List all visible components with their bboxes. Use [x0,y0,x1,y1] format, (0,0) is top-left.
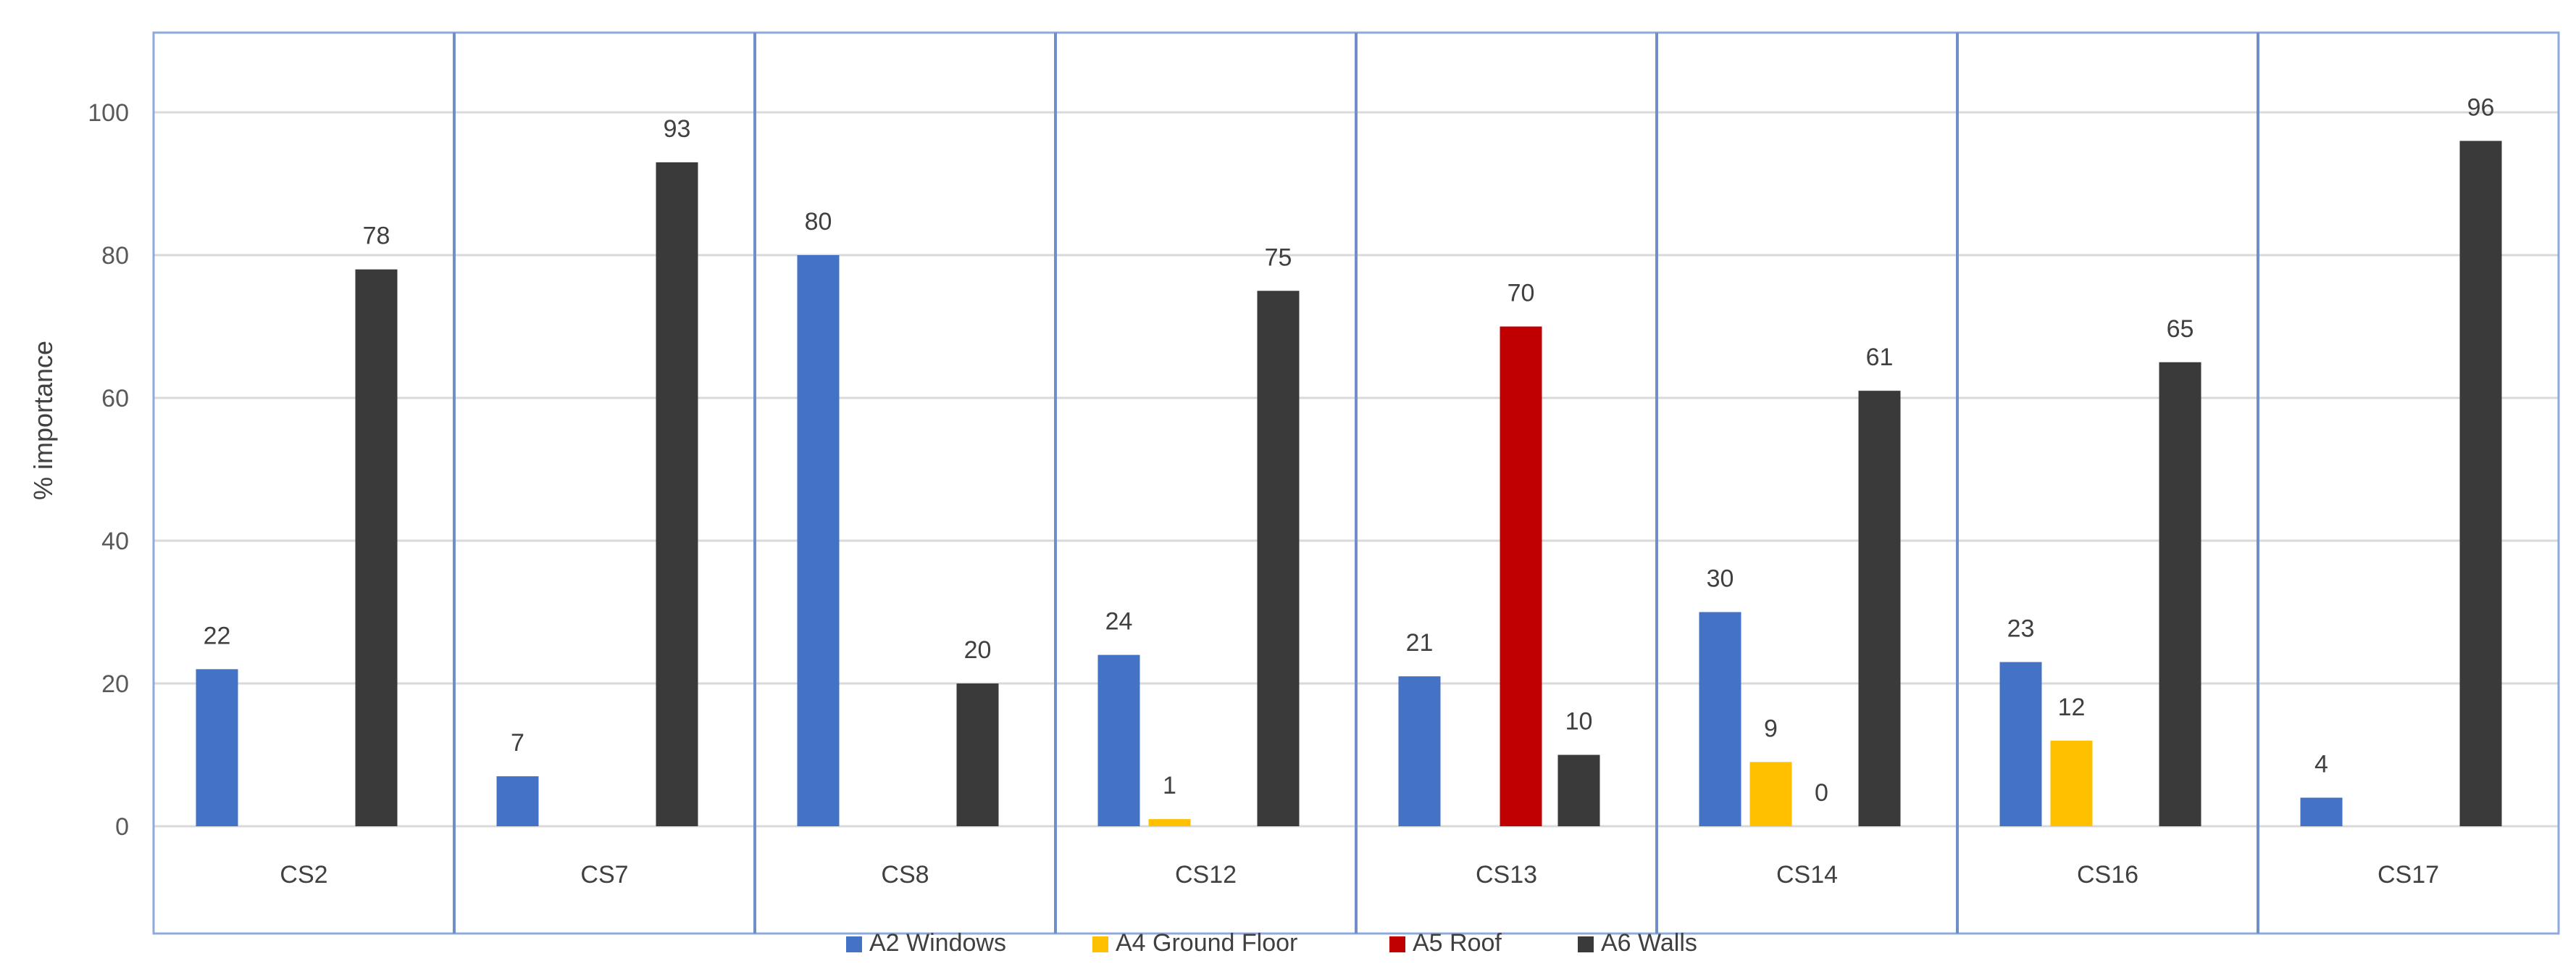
x-category-label: CS12 [1175,861,1237,889]
x-category-label: CS7 [580,861,628,889]
legend-label: A4 Ground Floor [1116,929,1297,957]
bar [1257,291,1300,826]
legend-swatch [1389,936,1405,952]
bar [1749,762,1792,826]
legend-swatch [1578,936,1594,952]
data-label: 30 [1707,565,1734,593]
bar [1858,391,1901,826]
bar [196,669,238,826]
bar [2459,141,2502,826]
legend-label: A5 Roof [1413,929,1502,957]
bar [1699,612,1741,826]
bar [1148,819,1191,826]
bar [355,269,398,826]
bar [1500,326,1542,826]
data-label: 9 [1764,715,1778,742]
x-category-label: CS13 [1476,861,1537,889]
y-tick-label: 60 [101,385,129,412]
bar [956,683,999,826]
bar [2300,797,2343,826]
x-category-label: CS17 [2378,861,2439,889]
bar [797,255,840,826]
y-tick-label: 0 [115,813,129,841]
bar [656,162,698,826]
bar [1097,654,1140,826]
data-label: 80 [805,208,832,236]
x-category-label: CS16 [2077,861,2138,889]
data-label: 21 [1406,629,1434,657]
y-tick-label: 40 [101,528,129,555]
data-label: 93 [664,115,691,143]
bars [196,141,2502,826]
data-label: 7 [511,729,524,757]
data-label: 0 [1815,779,1828,807]
legend-label: A6 Walls [1601,929,1697,957]
bar [1999,662,2042,826]
y-tick-label: 100 [88,99,129,127]
x-category-label: CS14 [1776,861,1838,889]
data-label: 22 [204,622,231,649]
legend: A2 Windows A4 Ground Floor A5 Roof A6 Walls [846,929,1697,957]
data-label: 1 [1163,772,1176,799]
bar [2050,740,2093,826]
bar [1398,676,1441,826]
y-tick-label: 20 [101,670,129,698]
bar [496,776,539,826]
legend-label: A2 Windows [869,929,1006,957]
data-label: 65 [2167,315,2194,343]
data-label: 70 [1507,280,1535,307]
data-label: 10 [1565,708,1593,736]
legend-swatch [846,936,862,952]
data-label: 75 [1265,244,1292,271]
data-label: 12 [2058,694,2086,721]
data-label: 78 [363,223,390,250]
data-label: 61 [1866,344,1894,371]
chart-frame [152,31,2560,935]
data-label: 96 [2467,93,2495,121]
labels: 0204060801002278CS2793CS78020CS824175CS1… [88,93,2494,889]
x-category-label: CS2 [280,861,327,889]
data-label: 24 [1105,608,1133,636]
y-axis-title: % importance [28,341,58,500]
data-label: 20 [964,636,992,664]
data-label: 23 [2007,615,2035,642]
bar [2159,362,2201,826]
data-label: 4 [2314,751,2328,778]
x-category-label: CS8 [881,861,929,889]
y-tick-label: 80 [101,242,129,270]
legend-swatch [1092,936,1108,952]
bar [1557,754,1600,826]
